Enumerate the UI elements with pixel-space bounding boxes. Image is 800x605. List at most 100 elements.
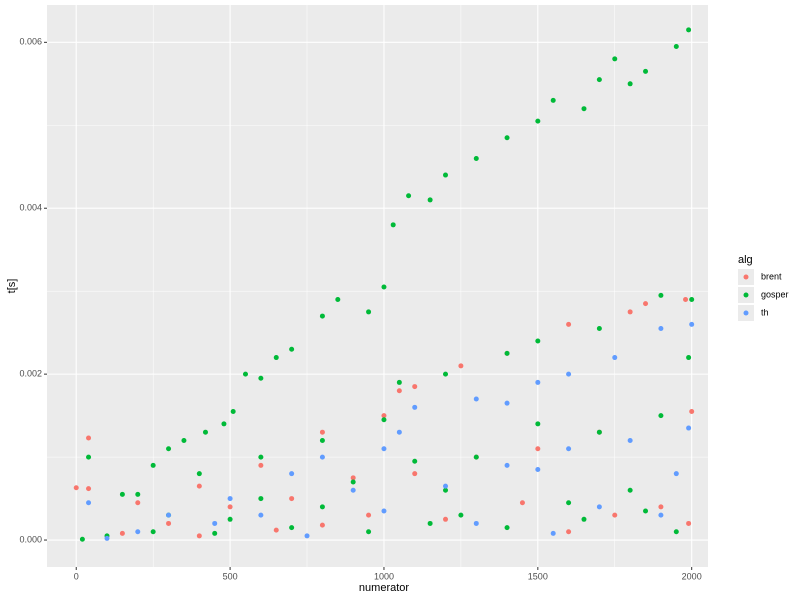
y-tick-label: 0.004 [19,203,42,213]
point [535,338,541,344]
point [381,446,387,452]
point [381,417,387,423]
point [366,309,372,315]
point [258,496,264,502]
point [473,454,479,460]
point [596,504,602,510]
point [443,172,449,178]
point [689,408,695,414]
point [227,504,233,510]
point [135,500,141,506]
point [658,512,664,518]
point [581,516,587,522]
point [202,429,208,435]
point [289,346,295,352]
point [412,404,418,410]
point [242,371,248,377]
point [150,462,156,468]
point [181,437,187,443]
point [273,355,279,361]
point [504,135,510,141]
point [673,529,679,535]
point [519,500,525,506]
point [381,413,387,419]
point [289,496,295,502]
point [627,81,633,87]
point [566,446,572,452]
point [535,379,541,385]
point [550,97,556,103]
point [73,485,79,491]
point [612,355,618,361]
legend-marker [743,292,749,298]
point [612,56,618,62]
point [258,375,264,381]
point [104,535,110,541]
point [135,529,141,535]
point [535,118,541,124]
point [319,437,325,443]
y-axis-label: t[s] [6,279,18,294]
point [443,371,449,377]
point [319,522,325,528]
point [212,530,218,536]
point [289,525,295,531]
point [221,421,227,427]
point [335,296,341,302]
legend-label: gosper [761,289,789,299]
point [166,520,172,526]
point [289,471,295,477]
point [566,529,572,535]
point [230,408,236,414]
point [673,471,679,477]
point [381,284,387,290]
point [443,483,449,489]
point [427,197,433,203]
plot-panel [47,5,708,567]
point [119,530,125,536]
point [166,446,172,452]
point [350,487,356,493]
point [166,512,172,518]
point [412,384,418,390]
point [86,500,92,506]
point [458,512,464,518]
point [258,454,264,460]
point [86,486,92,492]
point [658,413,664,419]
x-tick-label: 500 [223,571,238,581]
point [227,516,233,522]
point [504,462,510,468]
point [658,504,664,510]
point [86,435,92,441]
point [689,321,695,327]
point [643,68,649,74]
point [473,155,479,161]
point [427,520,433,526]
point [473,396,479,402]
point [550,530,556,536]
point [196,533,202,539]
point [643,301,649,307]
point [196,471,202,477]
point [612,512,618,518]
legend-label: brent [761,271,782,281]
point [319,454,325,460]
point [689,296,695,302]
point [86,454,92,460]
x-axis-label: numerator [359,582,409,594]
point [686,425,692,431]
point [627,487,633,493]
point [658,292,664,298]
point [150,529,156,535]
point [212,520,218,526]
point [396,379,402,385]
point [535,421,541,427]
point [443,487,449,493]
point [627,437,633,443]
point [443,516,449,522]
point [473,520,479,526]
y-tick-label: 0.000 [19,534,42,544]
point [673,43,679,49]
